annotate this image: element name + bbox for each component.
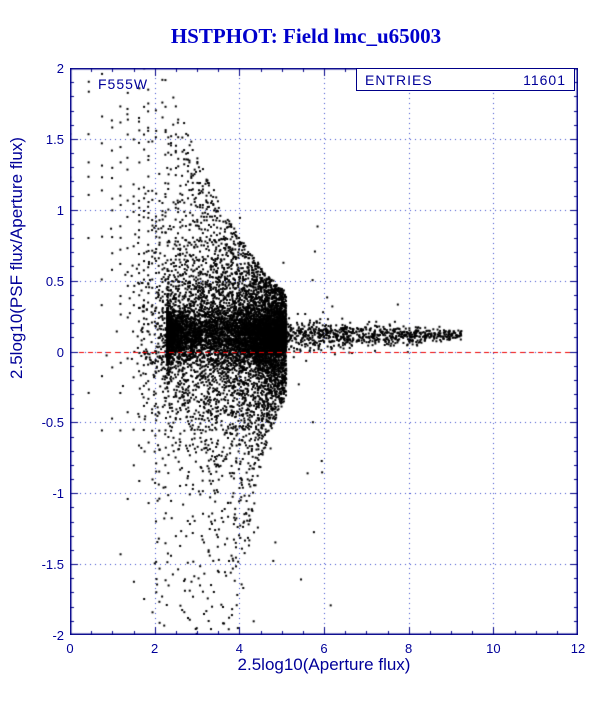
y-tick-label: 1.5 [45, 131, 64, 147]
stats-box: ENTRIES 11601 [356, 68, 575, 91]
y-tick-label: 2 [56, 61, 64, 76]
y-tick-label: 1 [56, 202, 64, 218]
x-tick-label: 6 [320, 641, 328, 656]
stats-entries-label: ENTRIES [365, 71, 433, 88]
filter-label: F555W [98, 76, 149, 92]
y-tick-label: -0.5 [41, 415, 64, 431]
stats-entries-value: 11601 [523, 71, 566, 88]
y-tick-label: -1 [52, 486, 64, 502]
x-tick-label: 12 [570, 641, 586, 656]
y-axis-title: 2.5log10(PSF flux/Aperture flux) [7, 137, 26, 379]
plot-canvas [70, 68, 578, 635]
x-axis-title: 2.5log10(Aperture flux) [237, 655, 411, 674]
x-tick-label: 2 [151, 641, 159, 656]
x-tick-label: 4 [235, 641, 243, 656]
y-tick-label: 0 [56, 344, 64, 360]
y-tick-label: 0.5 [45, 273, 64, 289]
y-tick-label: -1.5 [41, 557, 64, 573]
x-tick-label: 8 [405, 641, 413, 656]
page-title: HSTPHOT: Field lmc_u65003 [170, 24, 442, 48]
x-tick-label: 10 [486, 641, 501, 656]
x-tick-label: 0 [66, 641, 74, 656]
y-tick-label: -2 [52, 628, 64, 643]
